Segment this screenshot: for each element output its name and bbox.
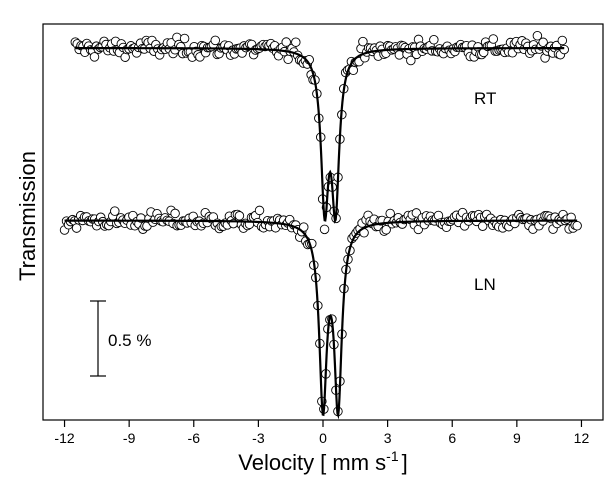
fit-line-ln bbox=[64, 219, 578, 420]
scale-bar-label: 0.5 % bbox=[108, 331, 151, 350]
data-point bbox=[319, 224, 330, 235]
series-label-ln: LN bbox=[474, 275, 496, 294]
data-point bbox=[358, 36, 368, 47]
data-point bbox=[299, 222, 309, 232]
data-point bbox=[179, 33, 190, 44]
x-tick-label: 3 bbox=[384, 430, 392, 446]
x-tick-label: -6 bbox=[188, 430, 201, 446]
data-point bbox=[120, 52, 130, 62]
data-point bbox=[385, 208, 395, 219]
data-point bbox=[572, 220, 582, 231]
data-point bbox=[429, 35, 439, 45]
x-axis-title-end: ] bbox=[402, 450, 408, 475]
data-point bbox=[110, 206, 120, 216]
x-tick-label: 0 bbox=[319, 430, 327, 446]
y-axis-title: Transmission bbox=[15, 151, 40, 281]
data-point bbox=[411, 208, 422, 218]
data-point bbox=[538, 37, 548, 48]
x-axis-ticks: -12 -9 -6 -3 0 3 6 9 12 bbox=[54, 420, 589, 446]
data-point bbox=[406, 55, 416, 66]
series-label-rt: RT bbox=[474, 89, 496, 108]
x-tick-label: 12 bbox=[574, 430, 590, 446]
data-point bbox=[557, 35, 568, 46]
data-point bbox=[71, 223, 82, 233]
x-axis-title-main: Velocity [ mm s bbox=[238, 450, 386, 475]
data-point bbox=[283, 54, 293, 65]
data-point bbox=[281, 37, 291, 47]
data-point bbox=[488, 34, 499, 44]
x-tick-label: -12 bbox=[54, 430, 74, 446]
data-point bbox=[210, 35, 221, 46]
data-point bbox=[559, 44, 569, 55]
series-ln bbox=[59, 205, 582, 420]
fit-line-rt bbox=[75, 46, 565, 224]
data-point bbox=[291, 37, 301, 47]
scale-bar: 0.5 % bbox=[90, 300, 151, 377]
x-tick-label: 9 bbox=[513, 430, 521, 446]
data-point bbox=[234, 211, 245, 221]
x-tick-label: -3 bbox=[252, 430, 265, 446]
data-point bbox=[532, 30, 543, 41]
series-rt bbox=[70, 30, 569, 235]
data-point bbox=[89, 52, 100, 62]
chart-marks bbox=[59, 30, 582, 420]
x-axis-title-superscript: -1 bbox=[386, 448, 399, 464]
x-axis-title: Velocity [ mm s-1] bbox=[238, 448, 408, 475]
data-point bbox=[170, 208, 180, 219]
x-tick-label: -9 bbox=[123, 430, 136, 446]
x-tick-label: 6 bbox=[448, 430, 456, 446]
data-point bbox=[254, 205, 265, 216]
